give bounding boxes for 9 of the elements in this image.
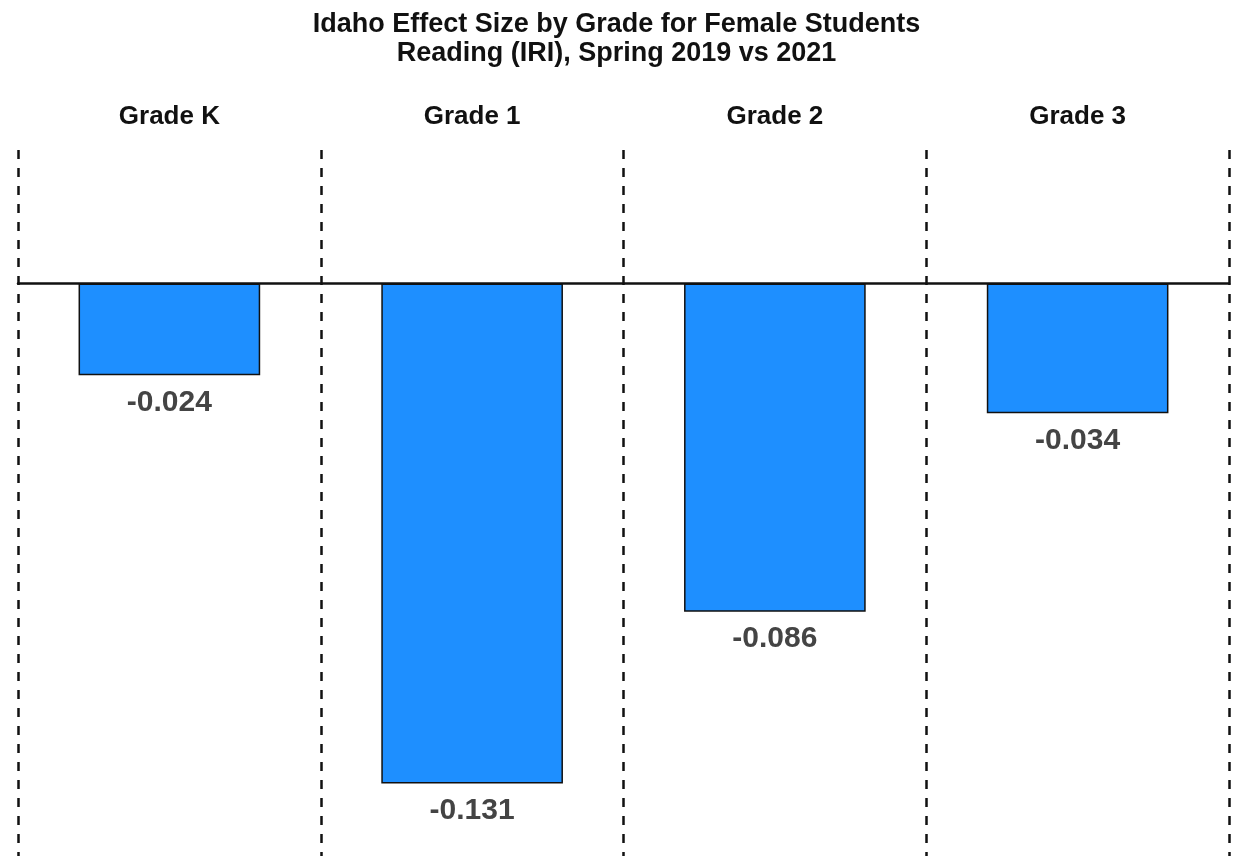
x-tick-label: Grade 3 xyxy=(1029,100,1127,130)
data-label: -0.034 xyxy=(1035,421,1121,455)
x-tick-label: Grade 2 xyxy=(726,100,824,130)
data-label: -0.086 xyxy=(732,620,818,654)
x-tick-label: Grade 1 xyxy=(423,100,521,130)
data-label: -0.024 xyxy=(126,383,213,417)
x-tick-label: Grade K xyxy=(118,100,221,130)
chart-title: Idaho Effect Size by Grade for Female Students xyxy=(312,7,921,38)
data-label: -0.131 xyxy=(429,791,515,825)
